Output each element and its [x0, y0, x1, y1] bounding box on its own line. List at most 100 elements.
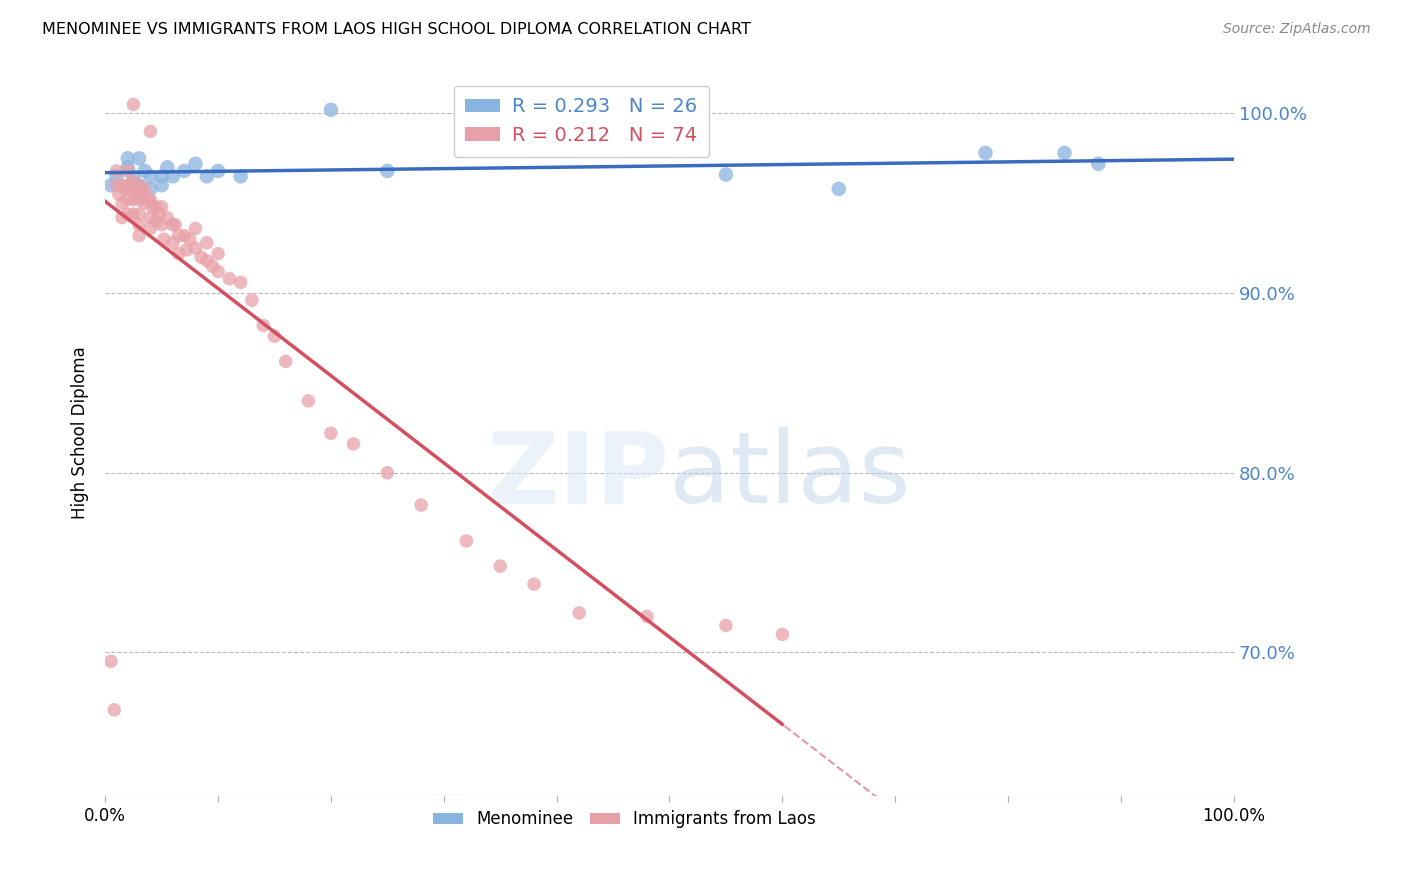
Point	[150, 218, 173, 232]
Point	[377, 164, 399, 178]
Point	[176, 243, 198, 257]
Point	[201, 259, 224, 273]
Point	[190, 250, 212, 264]
Point	[179, 232, 201, 246]
Point	[319, 103, 342, 117]
Point	[122, 193, 145, 207]
Point	[122, 175, 145, 189]
Point	[128, 207, 150, 221]
Point	[122, 169, 145, 184]
Point	[207, 264, 229, 278]
Point	[377, 466, 399, 480]
Point	[173, 228, 195, 243]
Point	[105, 169, 128, 184]
Point	[118, 182, 141, 196]
Point	[165, 218, 187, 232]
Point	[100, 654, 122, 668]
Point	[111, 211, 134, 225]
Point	[114, 182, 136, 196]
Legend: Menominee, Immigrants from Laos: Menominee, Immigrants from Laos	[426, 804, 823, 835]
Point	[411, 498, 433, 512]
Point	[117, 161, 139, 175]
Point	[195, 169, 218, 184]
Point	[117, 152, 139, 166]
Point	[134, 164, 156, 178]
Point	[456, 533, 478, 548]
Point	[195, 235, 218, 250]
Text: MENOMINEE VS IMMIGRANTS FROM LAOS HIGH SCHOOL DIPLOMA CORRELATION CHART: MENOMINEE VS IMMIGRANTS FROM LAOS HIGH S…	[42, 22, 751, 37]
Point	[148, 207, 170, 221]
Point	[156, 211, 179, 225]
Point	[128, 178, 150, 193]
Point	[274, 354, 297, 368]
Point	[117, 178, 139, 193]
Point	[142, 200, 165, 214]
Point	[974, 145, 997, 160]
Text: ZIP: ZIP	[486, 427, 669, 524]
Point	[134, 196, 156, 211]
Point	[105, 164, 128, 178]
Point	[128, 218, 150, 232]
Point	[128, 228, 150, 243]
Point	[134, 182, 156, 196]
Point	[218, 271, 240, 285]
Point	[139, 221, 162, 235]
Text: atlas: atlas	[669, 427, 911, 524]
Point	[229, 169, 252, 184]
Point	[122, 207, 145, 221]
Y-axis label: High School Diploma: High School Diploma	[72, 346, 89, 518]
Point	[128, 178, 150, 193]
Point	[128, 152, 150, 166]
Point	[139, 182, 162, 196]
Point	[184, 241, 207, 255]
Point	[173, 164, 195, 178]
Point	[139, 124, 162, 138]
Point	[103, 703, 125, 717]
Point	[145, 214, 167, 228]
Point	[770, 627, 793, 641]
Point	[167, 228, 190, 243]
Point	[105, 178, 128, 193]
Point	[117, 164, 139, 178]
Point	[184, 157, 207, 171]
Point	[319, 426, 342, 441]
Point	[489, 559, 512, 574]
Point	[207, 164, 229, 178]
Point	[111, 178, 134, 193]
Point	[342, 437, 364, 451]
Point	[117, 207, 139, 221]
Point	[229, 275, 252, 289]
Point	[128, 193, 150, 207]
Point	[122, 97, 145, 112]
Point	[117, 193, 139, 207]
Point	[162, 169, 184, 184]
Point	[195, 253, 218, 268]
Point	[568, 606, 591, 620]
Point	[150, 178, 173, 193]
Point	[184, 221, 207, 235]
Point	[714, 618, 737, 632]
Point	[145, 200, 167, 214]
Point	[207, 246, 229, 260]
Point	[107, 187, 129, 202]
Point	[100, 178, 122, 193]
Point	[162, 235, 184, 250]
Point	[252, 318, 274, 333]
Point	[297, 393, 319, 408]
Point	[1053, 145, 1076, 160]
Point	[156, 161, 179, 175]
Point	[240, 293, 263, 308]
Point	[136, 193, 159, 207]
Point	[125, 186, 148, 200]
Point	[162, 218, 184, 232]
Point	[131, 187, 153, 202]
Point	[150, 169, 173, 184]
Point	[263, 329, 285, 343]
Point	[636, 609, 658, 624]
Point	[139, 169, 162, 184]
Text: Source: ZipAtlas.com: Source: ZipAtlas.com	[1223, 22, 1371, 37]
Point	[828, 182, 851, 196]
Point	[167, 246, 190, 260]
Point	[153, 232, 176, 246]
Point	[1087, 157, 1109, 171]
